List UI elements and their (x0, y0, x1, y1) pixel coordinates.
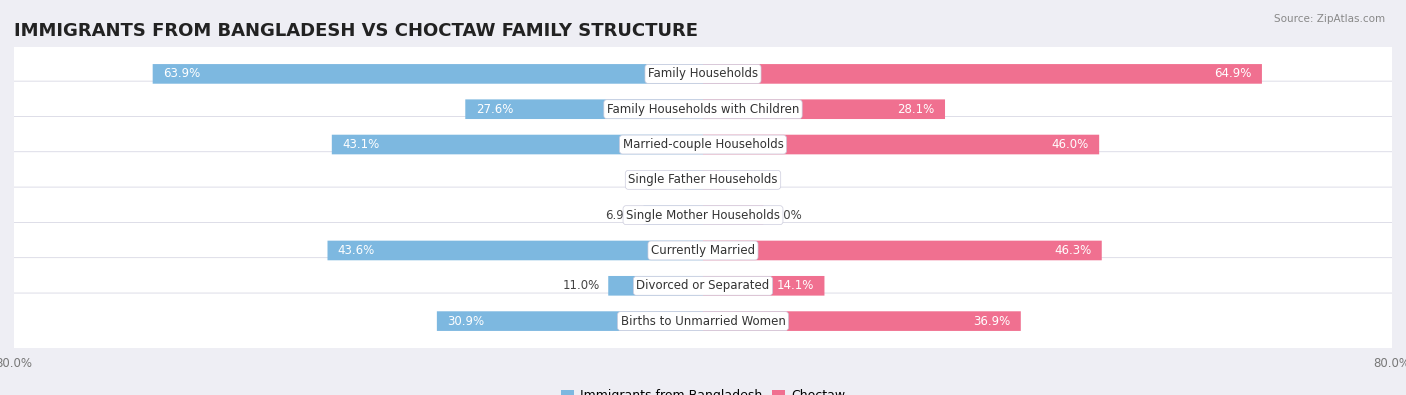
Text: 46.3%: 46.3% (1054, 244, 1091, 257)
FancyBboxPatch shape (7, 187, 1399, 243)
FancyBboxPatch shape (7, 152, 1399, 208)
Text: 63.9%: 63.9% (163, 68, 200, 81)
Text: Source: ZipAtlas.com: Source: ZipAtlas.com (1274, 14, 1385, 24)
FancyBboxPatch shape (7, 293, 1399, 349)
FancyBboxPatch shape (332, 135, 703, 154)
FancyBboxPatch shape (703, 100, 945, 119)
Text: Divorced or Separated: Divorced or Separated (637, 279, 769, 292)
Text: 11.0%: 11.0% (562, 279, 599, 292)
FancyBboxPatch shape (7, 81, 1399, 137)
Text: 43.6%: 43.6% (337, 244, 375, 257)
Legend: Immigrants from Bangladesh, Choctaw: Immigrants from Bangladesh, Choctaw (555, 384, 851, 395)
FancyBboxPatch shape (609, 276, 703, 295)
FancyBboxPatch shape (7, 117, 1399, 173)
Text: Married-couple Households: Married-couple Households (623, 138, 783, 151)
Text: Family Households: Family Households (648, 68, 758, 81)
Text: 27.6%: 27.6% (475, 103, 513, 116)
Text: 6.9%: 6.9% (605, 209, 636, 222)
FancyBboxPatch shape (703, 241, 1102, 260)
FancyBboxPatch shape (703, 311, 1021, 331)
FancyBboxPatch shape (685, 170, 703, 190)
FancyBboxPatch shape (7, 258, 1399, 314)
FancyBboxPatch shape (703, 276, 824, 295)
Text: Births to Unmarried Women: Births to Unmarried Women (620, 314, 786, 327)
FancyBboxPatch shape (437, 311, 703, 331)
Text: 64.9%: 64.9% (1215, 68, 1251, 81)
Text: Single Father Households: Single Father Households (628, 173, 778, 186)
Text: 36.9%: 36.9% (973, 314, 1011, 327)
FancyBboxPatch shape (328, 241, 703, 260)
FancyBboxPatch shape (703, 64, 1263, 84)
Text: Single Mother Households: Single Mother Households (626, 209, 780, 222)
FancyBboxPatch shape (7, 222, 1399, 278)
FancyBboxPatch shape (153, 64, 703, 84)
Text: 7.0%: 7.0% (772, 209, 801, 222)
FancyBboxPatch shape (7, 46, 1399, 102)
Text: Family Households with Children: Family Households with Children (607, 103, 799, 116)
Text: 2.7%: 2.7% (735, 173, 765, 186)
Text: 28.1%: 28.1% (897, 103, 935, 116)
FancyBboxPatch shape (703, 170, 727, 190)
FancyBboxPatch shape (465, 100, 703, 119)
Text: 2.1%: 2.1% (647, 173, 676, 186)
FancyBboxPatch shape (644, 205, 703, 225)
Text: IMMIGRANTS FROM BANGLADESH VS CHOCTAW FAMILY STRUCTURE: IMMIGRANTS FROM BANGLADESH VS CHOCTAW FA… (14, 22, 697, 40)
Text: Currently Married: Currently Married (651, 244, 755, 257)
Text: 46.0%: 46.0% (1052, 138, 1088, 151)
Text: 30.9%: 30.9% (447, 314, 484, 327)
Text: 14.1%: 14.1% (776, 279, 814, 292)
FancyBboxPatch shape (703, 205, 763, 225)
FancyBboxPatch shape (703, 135, 1099, 154)
Text: 43.1%: 43.1% (342, 138, 380, 151)
